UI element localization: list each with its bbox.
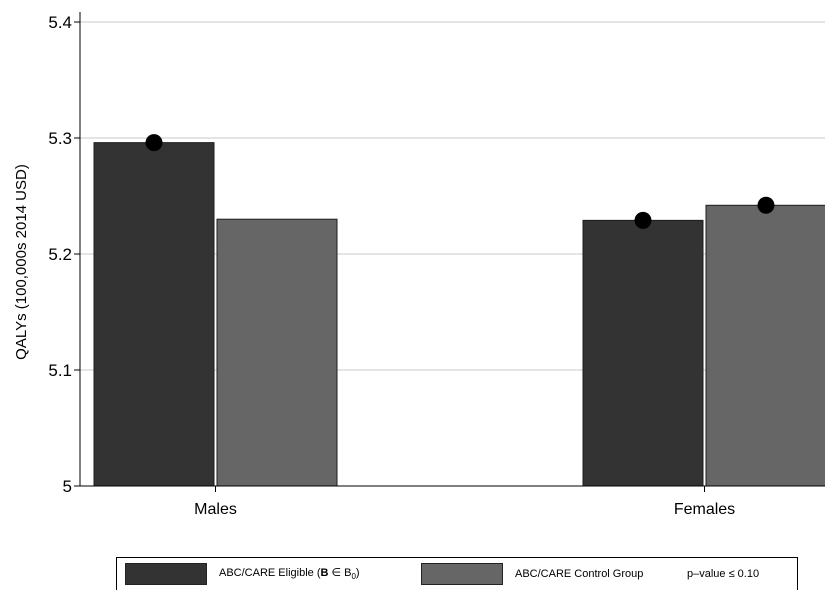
legend-label-marker: p–value ≤ 0.10 xyxy=(687,568,760,580)
bar-males-eligible xyxy=(93,142,215,487)
x-tick-label: Females xyxy=(674,501,735,518)
x-tick-label: Males xyxy=(194,501,237,518)
significance-markers xyxy=(145,134,775,229)
legend-item-marker: p–value ≤ 0.10 xyxy=(687,563,759,585)
significance-marker xyxy=(634,211,652,229)
legend-item-eligible: ABC/CARE Eligible (B ∈ B0) xyxy=(125,563,360,585)
bar-males-control xyxy=(216,218,338,487)
significance-marker xyxy=(757,196,775,214)
axes: 5 5.1 5.2 5.3 5.4 Males Females xyxy=(48,12,825,518)
legend-label-control: ABC/CARE Control Group xyxy=(515,568,644,580)
bar-females-eligible xyxy=(582,219,704,487)
y-tick-label: 5.4 xyxy=(48,13,72,32)
legend: ABC/CARE Eligible (B ∈ B0) ABC/CARE Cont… xyxy=(116,557,798,590)
bars xyxy=(93,142,825,487)
legend-swatch-eligible xyxy=(125,563,207,585)
y-tick-label: 5 xyxy=(63,477,72,496)
bar-chart: 5 5.1 5.2 5.3 5.4 Males Females QALYs (100,000… xyxy=(13,12,825,518)
y-axis-label: QALYs (100,000s 2014 USD) xyxy=(13,164,30,360)
bar-females-control xyxy=(705,204,825,487)
y-tick-label: 5.3 xyxy=(48,129,72,148)
y-tick-label: 5.1 xyxy=(48,361,72,380)
legend-swatch-control xyxy=(421,563,503,585)
legend-label-eligible: ABC/CARE Eligible (B ∈ B0) xyxy=(219,567,360,582)
significance-marker xyxy=(145,134,163,152)
y-tick-label: 5.2 xyxy=(48,245,72,264)
legend-item-control: ABC/CARE Control Group xyxy=(421,563,643,585)
